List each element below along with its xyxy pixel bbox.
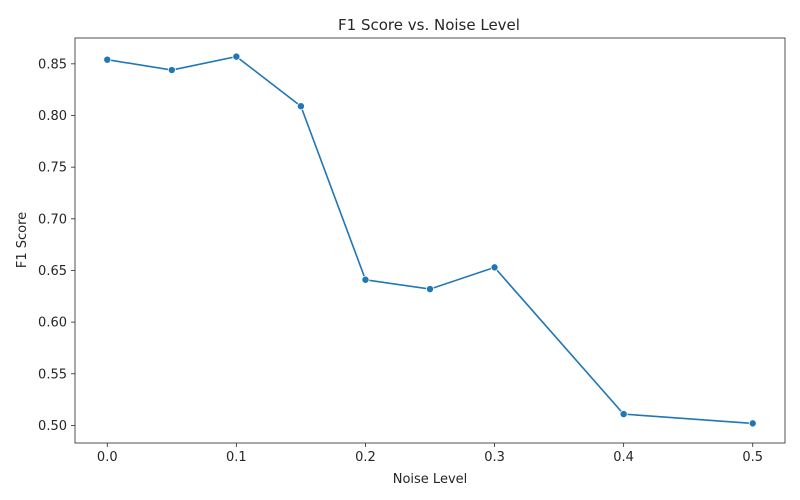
y-axis: 0.50 0.55 0.60 0.65 0.70 0.75 0.80 0.85 — [38, 57, 75, 434]
y-tick-label: 0.60 — [38, 316, 67, 331]
chart-title: F1 Score vs. Noise Level — [338, 16, 520, 34]
series-line — [107, 55, 753, 425]
data-point — [619, 410, 628, 419]
y-tick-label: 0.50 — [38, 419, 67, 434]
x-tick-label: 0.2 — [355, 450, 376, 465]
data-point — [490, 263, 499, 272]
data-point — [361, 275, 370, 284]
series-points — [103, 52, 757, 428]
y-tick-label: 0.80 — [38, 109, 67, 124]
y-tick-label: 0.70 — [38, 212, 67, 227]
y-axis-title: F1 Score — [15, 212, 30, 268]
x-tick-label: 0.3 — [484, 450, 505, 465]
x-tick-label: 0.1 — [226, 450, 247, 465]
data-point — [296, 102, 305, 111]
y-tick-label: 0.85 — [38, 57, 67, 72]
plot-area — [74, 37, 786, 444]
data-point — [103, 55, 112, 64]
x-axis: 0.0 0.1 0.2 0.3 0.4 0.5 — [97, 443, 763, 465]
y-tick-label: 0.65 — [38, 264, 67, 279]
x-tick-label: 0.0 — [97, 450, 118, 465]
data-point — [425, 285, 434, 294]
data-point — [748, 419, 757, 428]
x-tick-label: 0.4 — [613, 450, 634, 465]
data-point — [167, 66, 176, 75]
y-tick-label: 0.55 — [38, 367, 67, 382]
x-axis-title: Noise Level — [393, 472, 468, 487]
data-point — [232, 52, 241, 61]
x-tick-label: 0.5 — [742, 450, 763, 465]
y-tick-label: 0.75 — [38, 161, 67, 176]
